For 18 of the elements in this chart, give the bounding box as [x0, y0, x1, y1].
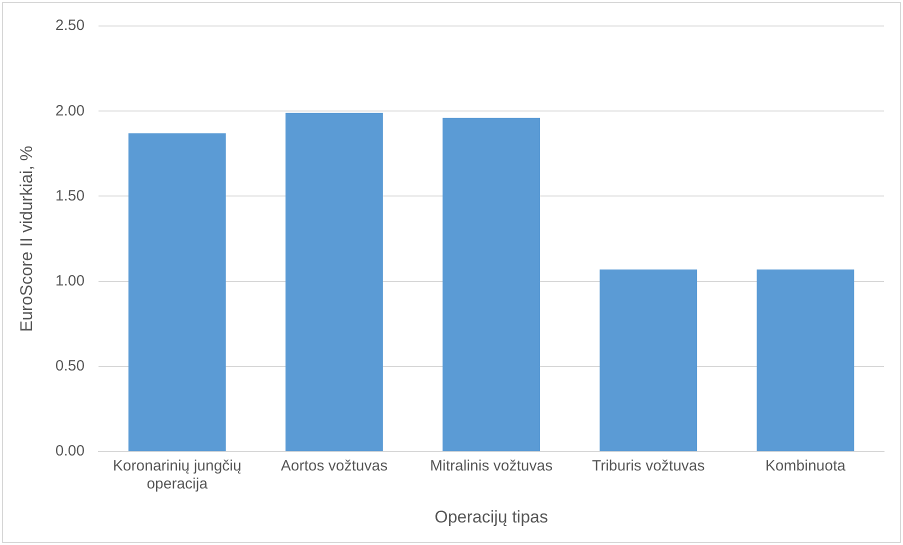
bar — [286, 112, 383, 452]
y-tick-label: 0.50 — [55, 358, 85, 375]
x-tick-label: Mitralinis vožtuvas — [430, 458, 553, 475]
bar — [442, 118, 540, 452]
y-tick-label: 0.00 — [55, 442, 85, 460]
y-axis-title: EuroScore II vidurkiai, % — [16, 146, 36, 332]
bar — [756, 269, 854, 452]
x-axis-title: Operacijų tipas — [434, 507, 548, 526]
bar — [600, 269, 698, 452]
y-tick-label: 1.00 — [55, 272, 85, 290]
x-tick-label: Kombinuota — [765, 458, 846, 475]
x-tick-label: Aortos vožtuvas — [280, 458, 388, 475]
y-tick-label: 1.50 — [55, 187, 85, 204]
bar — [128, 133, 226, 452]
y-tick-label: 2.00 — [55, 102, 85, 120]
x-tick-label: Triburis vožtuvas — [592, 458, 705, 475]
x-tick-label: Koronarinių jungčių operacija — [112, 458, 242, 493]
y-tick-label: 2.50 — [55, 17, 85, 34]
